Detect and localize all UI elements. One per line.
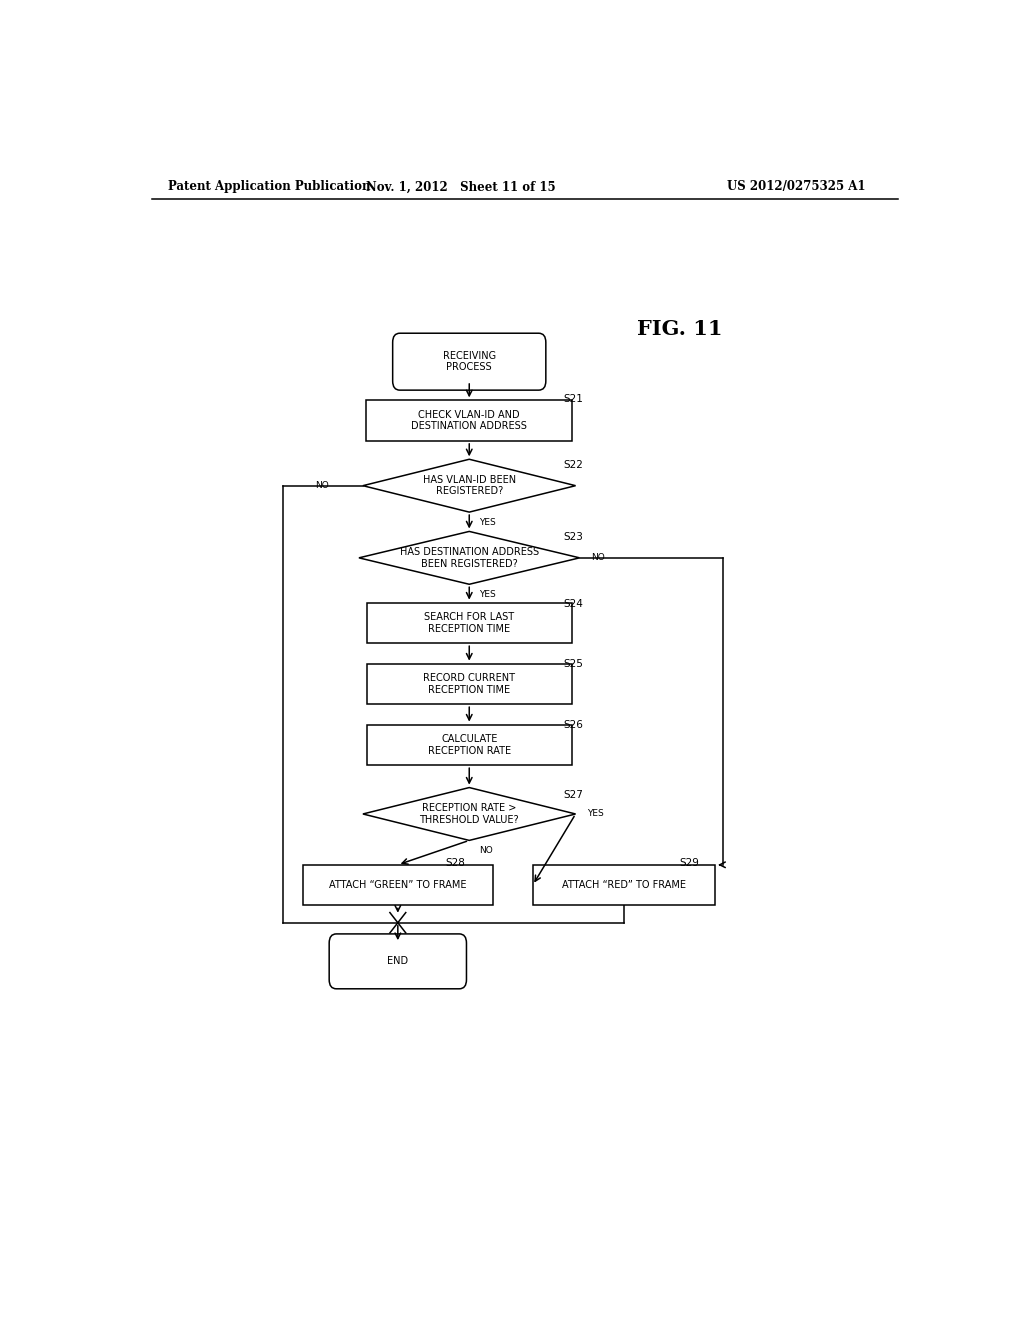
Text: US 2012/0275325 A1: US 2012/0275325 A1 bbox=[727, 181, 865, 193]
Text: NO: NO bbox=[315, 482, 329, 490]
Text: RECORD CURRENT
RECEPTION TIME: RECORD CURRENT RECEPTION TIME bbox=[423, 673, 515, 694]
Text: HAS VLAN-ID BEEN
REGISTERED?: HAS VLAN-ID BEEN REGISTERED? bbox=[423, 475, 516, 496]
Text: S21: S21 bbox=[563, 395, 583, 404]
FancyBboxPatch shape bbox=[392, 333, 546, 391]
Bar bbox=[367, 725, 571, 766]
Polygon shape bbox=[359, 532, 580, 585]
Text: YES: YES bbox=[479, 517, 496, 527]
Text: NO: NO bbox=[479, 846, 493, 855]
Text: HAS DESTINATION ADDRESS
BEEN REGISTERED?: HAS DESTINATION ADDRESS BEEN REGISTERED? bbox=[399, 546, 539, 569]
Text: RECEIVING
PROCESS: RECEIVING PROCESS bbox=[442, 351, 496, 372]
Text: ATTACH “GREEN” TO FRAME: ATTACH “GREEN” TO FRAME bbox=[329, 880, 467, 890]
Text: YES: YES bbox=[588, 809, 604, 818]
Text: S27: S27 bbox=[563, 789, 583, 800]
Text: S28: S28 bbox=[445, 858, 465, 867]
Text: S24: S24 bbox=[563, 598, 583, 609]
Bar bbox=[367, 602, 571, 643]
Text: END: END bbox=[387, 957, 409, 966]
Text: S22: S22 bbox=[563, 461, 583, 470]
Text: YES: YES bbox=[479, 590, 496, 599]
Polygon shape bbox=[362, 459, 575, 512]
Text: ATTACH “RED” TO FRAME: ATTACH “RED” TO FRAME bbox=[562, 880, 686, 890]
Bar bbox=[303, 865, 494, 906]
Bar bbox=[367, 400, 572, 441]
Bar bbox=[532, 865, 716, 906]
Text: SEARCH FOR LAST
RECEPTION TIME: SEARCH FOR LAST RECEPTION TIME bbox=[424, 612, 514, 634]
Text: FIG. 11: FIG. 11 bbox=[637, 319, 722, 339]
Text: S25: S25 bbox=[563, 659, 583, 668]
Text: S29: S29 bbox=[680, 858, 699, 867]
FancyBboxPatch shape bbox=[329, 935, 467, 989]
Text: CALCULATE
RECEPTION RATE: CALCULATE RECEPTION RATE bbox=[428, 734, 511, 755]
Text: S23: S23 bbox=[563, 532, 583, 541]
Text: S26: S26 bbox=[563, 719, 583, 730]
Polygon shape bbox=[362, 788, 575, 841]
Text: NO: NO bbox=[592, 553, 605, 562]
Text: RECEPTION RATE >
THRESHOLD VALUE?: RECEPTION RATE > THRESHOLD VALUE? bbox=[420, 803, 519, 825]
Bar bbox=[367, 664, 571, 704]
Text: CHECK VLAN-ID AND
DESTINATION ADDRESS: CHECK VLAN-ID AND DESTINATION ADDRESS bbox=[412, 409, 527, 432]
Text: Nov. 1, 2012   Sheet 11 of 15: Nov. 1, 2012 Sheet 11 of 15 bbox=[367, 181, 556, 193]
Text: Patent Application Publication: Patent Application Publication bbox=[168, 181, 371, 193]
